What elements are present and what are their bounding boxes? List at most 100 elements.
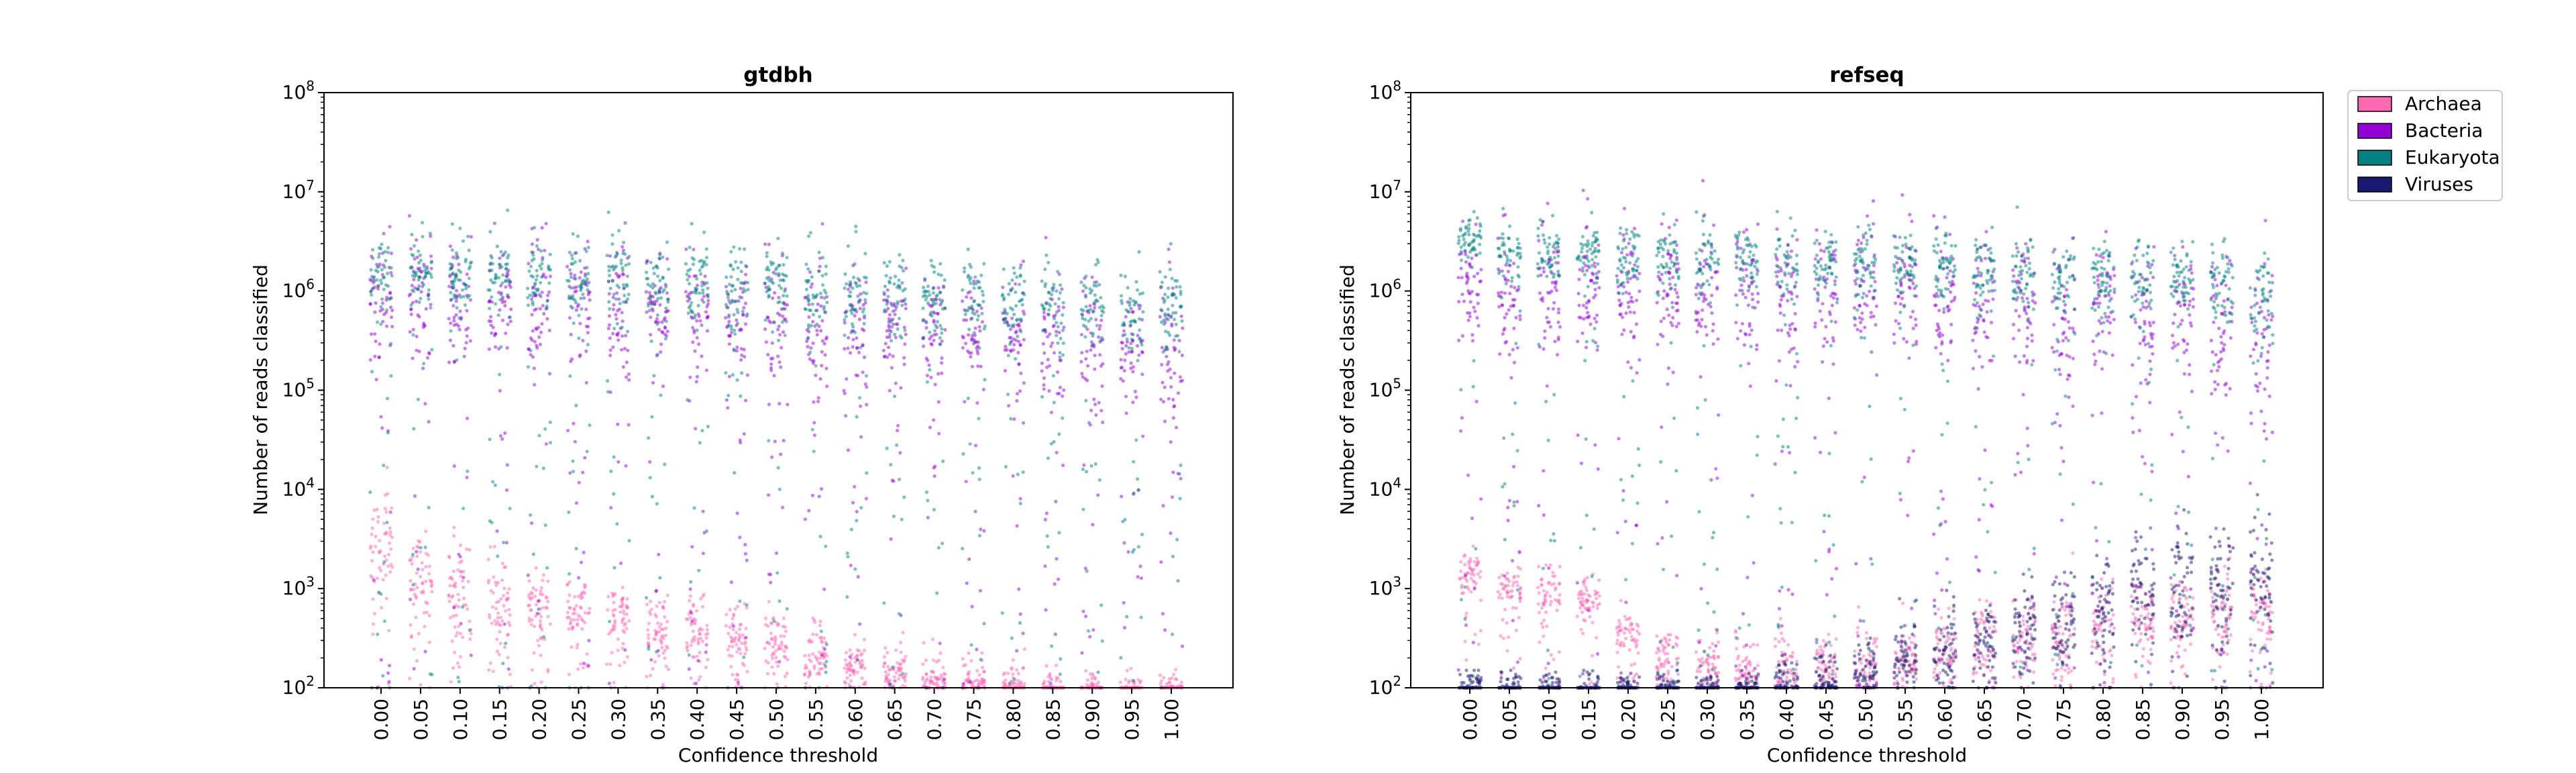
point-bacteria bbox=[1021, 259, 1025, 263]
point-eukaryota bbox=[935, 319, 940, 324]
point-eukaryota bbox=[1084, 305, 1088, 309]
point-archaea bbox=[1089, 676, 1094, 681]
point-eukaryota bbox=[971, 471, 975, 475]
point-archaea bbox=[1662, 664, 1666, 668]
point-archaea bbox=[487, 613, 492, 617]
point-bacteria bbox=[940, 371, 944, 375]
point-eukaryota bbox=[1000, 611, 1004, 615]
point-bacteria bbox=[1098, 323, 1102, 328]
point-bacteria bbox=[651, 380, 655, 385]
point-archaea bbox=[696, 640, 700, 644]
point-bacteria bbox=[1174, 425, 1179, 429]
point-bacteria bbox=[863, 301, 867, 305]
point-archaea bbox=[1022, 682, 1026, 686]
point-bacteria bbox=[1179, 379, 1183, 383]
point-eukaryota bbox=[548, 420, 552, 424]
point-archaea bbox=[860, 676, 864, 680]
point-bacteria bbox=[1021, 631, 1025, 635]
point-bacteria bbox=[970, 605, 974, 609]
point-archaea bbox=[690, 639, 694, 643]
point-eukaryota bbox=[1138, 336, 1142, 340]
point-bacteria bbox=[498, 256, 502, 260]
point-archaea bbox=[1896, 666, 1900, 670]
point-eukaryota bbox=[890, 339, 894, 343]
point-eukaryota bbox=[532, 257, 536, 261]
point-bacteria bbox=[1094, 317, 1098, 321]
point-archaea bbox=[455, 661, 460, 665]
point-bacteria bbox=[384, 298, 388, 302]
point-archaea bbox=[506, 656, 510, 660]
point-archaea bbox=[855, 648, 859, 652]
point-archaea bbox=[2174, 621, 2178, 625]
point-archaea bbox=[814, 633, 819, 637]
point-archaea bbox=[419, 590, 423, 595]
point-archaea bbox=[427, 572, 431, 576]
point-eukaryota bbox=[687, 653, 691, 657]
point-archaea bbox=[858, 662, 862, 666]
point-eukaryota bbox=[456, 256, 460, 260]
point-bacteria bbox=[864, 280, 868, 285]
point-archaea bbox=[1622, 631, 1627, 635]
point-eukaryota bbox=[499, 345, 503, 349]
point-eukaryota bbox=[458, 226, 462, 230]
point-eukaryota bbox=[1123, 274, 1127, 278]
point-archaea bbox=[423, 625, 427, 629]
point-archaea bbox=[782, 650, 786, 654]
point-eukaryota bbox=[1080, 312, 1084, 316]
point-bacteria bbox=[616, 460, 621, 464]
point-eukaryota bbox=[370, 370, 374, 374]
point-bacteria bbox=[812, 421, 816, 425]
point-archaea bbox=[1595, 590, 1600, 595]
point-bacteria bbox=[1057, 577, 1061, 581]
point-eukaryota bbox=[983, 378, 987, 382]
point-archaea bbox=[1129, 666, 1133, 670]
point-eukaryota bbox=[1002, 267, 1006, 271]
point-archaea bbox=[581, 666, 585, 670]
point-archaea bbox=[1819, 645, 1823, 649]
point-eukaryota bbox=[1132, 460, 1136, 464]
point-archaea bbox=[1933, 667, 1937, 671]
point-eukaryota bbox=[586, 272, 590, 276]
point-eukaryota bbox=[898, 477, 902, 481]
point-bacteria bbox=[387, 680, 391, 684]
point-eukaryota bbox=[774, 272, 778, 276]
point-archaea bbox=[371, 550, 375, 554]
point-archaea bbox=[1044, 664, 1049, 668]
point-archaea bbox=[1596, 603, 1600, 607]
point-archaea bbox=[1515, 584, 1519, 588]
point-eukaryota bbox=[454, 272, 458, 276]
point-bacteria bbox=[862, 328, 866, 332]
point-eukaryota bbox=[567, 296, 571, 300]
point-archaea bbox=[1004, 678, 1008, 682]
point-archaea bbox=[724, 624, 728, 628]
point-eukaryota bbox=[535, 268, 539, 272]
point-archaea bbox=[1458, 576, 1462, 581]
point-bacteria bbox=[1080, 651, 1084, 655]
point-bacteria bbox=[803, 295, 807, 299]
point-archaea bbox=[740, 641, 744, 646]
point-archaea bbox=[783, 625, 788, 629]
point-archaea bbox=[774, 656, 778, 660]
point-eukaryota bbox=[1138, 328, 1142, 332]
point-archaea bbox=[777, 644, 781, 648]
point-bacteria bbox=[853, 484, 857, 489]
point-eukaryota bbox=[815, 293, 819, 297]
point-eukaryota bbox=[1012, 313, 1016, 317]
point-bacteria bbox=[735, 511, 739, 515]
point-eukaryota bbox=[613, 255, 617, 259]
point-archaea bbox=[663, 633, 668, 637]
point-bacteria bbox=[743, 355, 747, 359]
point-eukaryota bbox=[505, 274, 509, 278]
point-bacteria bbox=[726, 406, 730, 410]
point-archaea bbox=[1711, 641, 1715, 646]
point-eukaryota bbox=[1163, 312, 1167, 316]
point-archaea bbox=[459, 570, 464, 574]
point-eukaryota bbox=[1102, 306, 1106, 310]
point-archaea bbox=[729, 665, 733, 669]
point-eukaryota bbox=[1009, 417, 1013, 421]
point-eukaryota bbox=[505, 262, 509, 266]
point-archaea bbox=[817, 670, 821, 675]
point-archaea bbox=[1780, 637, 1784, 641]
point-eukaryota bbox=[1140, 532, 1144, 537]
point-eukaryota bbox=[545, 566, 549, 570]
